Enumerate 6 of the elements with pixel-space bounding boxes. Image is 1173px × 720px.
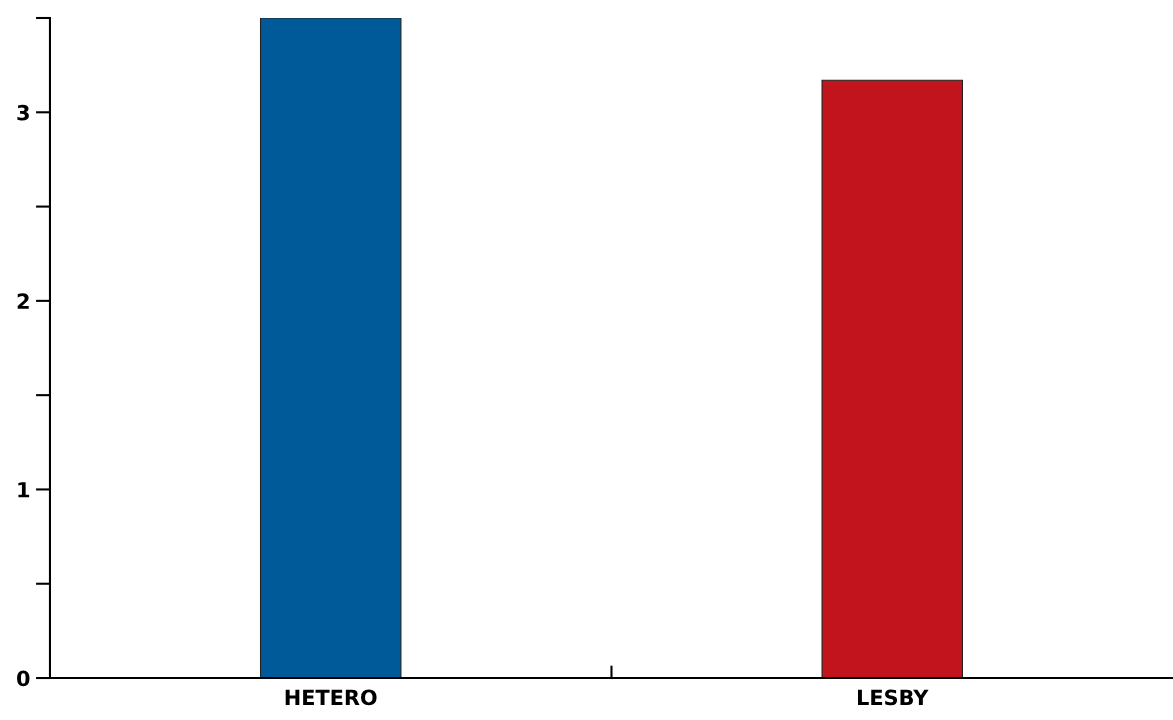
y-tick-label: 2 [17, 293, 29, 309]
x-tick-label: HETERO [285, 689, 377, 706]
y-tick-label: 3 [17, 104, 29, 121]
x-tick-label: LESBY [857, 689, 929, 706]
y-tick-label: 1 [18, 482, 30, 498]
y-tick-label: 0 [17, 670, 30, 687]
